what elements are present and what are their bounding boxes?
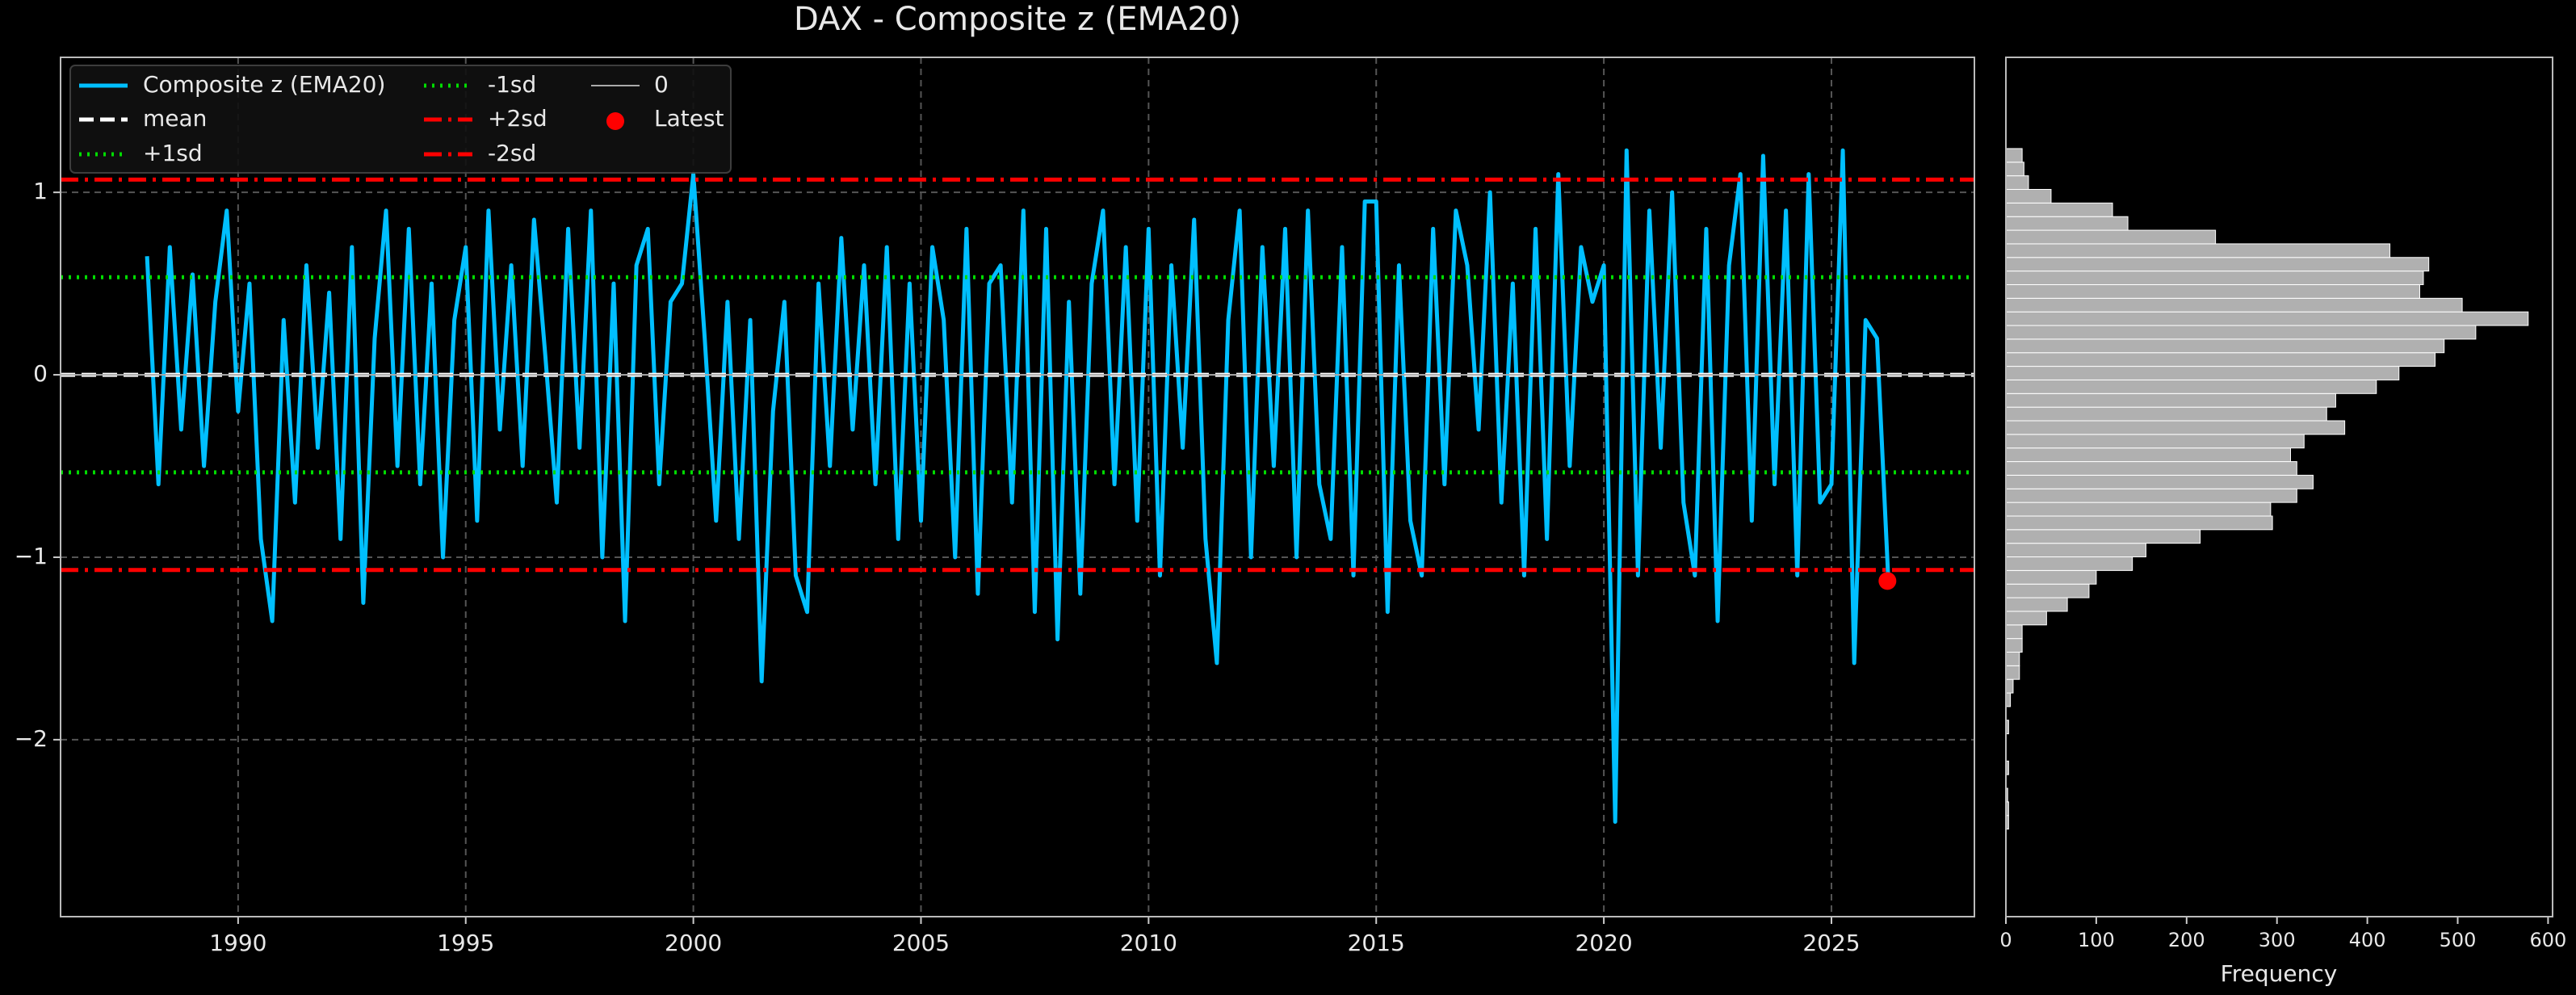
histogram-bar: [2005, 325, 2477, 340]
x-tick-label: 1990: [209, 930, 266, 956]
histogram-bar: [2005, 474, 2314, 489]
latest-point: [1878, 572, 1897, 590]
histogram-bar: [2005, 678, 2014, 694]
y-tick-label: −1: [15, 543, 48, 569]
histogram-bar: [2005, 624, 2023, 640]
histogram-bar: [2005, 352, 2436, 367]
x-tick-label: 300: [2259, 929, 2296, 951]
axes-frame: [2005, 57, 2553, 917]
histogram-bar: [2005, 189, 2052, 204]
chart-title: DAX - Composite z (EMA20): [794, 1, 1241, 38]
histogram-bar: [2005, 338, 2445, 354]
histogram-bar: [2005, 434, 2305, 449]
histogram-bar: [2005, 543, 2146, 558]
histogram-bar: [2005, 257, 2430, 272]
histogram-bar: [2005, 461, 2297, 476]
histogram-bar: [2005, 611, 2047, 626]
histogram-bar: [2005, 202, 2113, 217]
x-tick-label: 2000: [665, 930, 722, 956]
histogram-bar: [2005, 148, 2023, 163]
legend-label: +1sd: [143, 140, 203, 166]
x-tick-label: 2015: [1348, 930, 1405, 956]
histogram-bar: [2005, 583, 2090, 598]
legend-box: [69, 65, 732, 174]
histogram-bar: [2005, 283, 2421, 299]
legend: Composite z (EMA20) mean +1sd -1sd +2sd -2sd 0…: [69, 65, 732, 174]
y-tick-label: −2: [15, 725, 48, 752]
x-tick-label: 2025: [1802, 930, 1860, 956]
histogram-bar: [2005, 488, 2297, 503]
histogram-bar: [2005, 379, 2377, 394]
x-tick-label: 400: [2349, 929, 2386, 951]
x-tick-label: 200: [2168, 929, 2205, 951]
histogram-bar: [2005, 638, 2023, 653]
histogram-bar: [2005, 311, 2529, 326]
histogram-bar: [2005, 651, 2020, 666]
legend-label: Composite z (EMA20): [143, 71, 385, 98]
x-tick-label: 600: [2529, 929, 2566, 951]
histogram-bar: [2005, 393, 2336, 408]
histogram-bar: [2005, 297, 2463, 313]
x-tick-label: 2005: [892, 930, 950, 956]
histogram-bar: [2005, 229, 2217, 245]
legend-label: Latest: [654, 105, 724, 132]
x-tick-label: 2020: [1575, 930, 1632, 956]
y-tick-label: 0: [33, 360, 48, 387]
x-tick-label: 2010: [1120, 930, 1177, 956]
x-axis-label: Frequency: [2221, 960, 2338, 987]
histogram-bar: [2005, 447, 2291, 463]
legend-label: -2sd: [488, 140, 536, 166]
histogram-bar: [2005, 556, 2133, 571]
histogram-bar: [2005, 366, 2400, 380]
data-line: [145, 148, 1890, 825]
histogram-bar: [2005, 665, 2020, 680]
histogram-bar: [2005, 175, 2029, 191]
histogram-bar: [2005, 515, 2273, 531]
legend-swatch: [606, 112, 624, 130]
histogram-bar: [2005, 569, 2097, 585]
histogram-bar: [2005, 243, 2391, 258]
legend-label: +2sd: [488, 105, 548, 132]
histogram-bar: [2005, 597, 2068, 612]
x-tick-label: 1995: [437, 930, 494, 956]
histogram-bar: [2005, 162, 2024, 177]
axes-frame: [60, 57, 1975, 917]
legend-label: 0: [654, 71, 669, 98]
x-tick-label: 100: [2078, 929, 2115, 951]
histogram-bar: [2005, 420, 2346, 435]
histogram-bar: [2005, 406, 2327, 422]
y-tick-label: 1: [33, 178, 48, 204]
histogram-bar: [2005, 502, 2272, 517]
histogram-bar: [2005, 529, 2201, 544]
x-tick-label: 500: [2440, 929, 2477, 951]
histogram-bar: [2005, 216, 2129, 231]
legend-label: -1sd: [488, 71, 536, 98]
histogram-bar: [2005, 271, 2424, 285]
legend-label: mean: [143, 105, 207, 132]
x-tick-label: 0: [1999, 929, 2012, 951]
